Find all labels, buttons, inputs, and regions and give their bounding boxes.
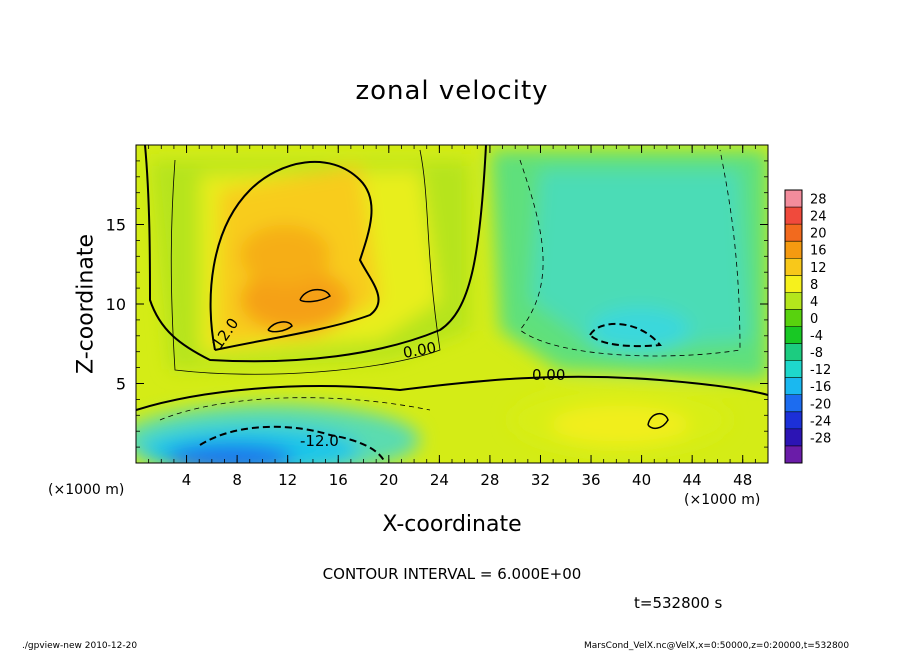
- contour-lines: [136, 145, 768, 463]
- colorbar-swatch: [785, 258, 802, 276]
- x-tick-label: 28: [480, 471, 499, 489]
- colorbar-label: 4: [810, 295, 818, 310]
- colorbar-label: -12: [810, 363, 831, 378]
- colorbar-swatch: [785, 309, 802, 327]
- colorbar-label: 12: [810, 261, 827, 276]
- colorbar-swatch: [785, 377, 802, 396]
- contour-6-surface: [647, 413, 669, 430]
- x-unit-label-right: (×1000 m): [684, 492, 761, 508]
- x-tick-label: 48: [733, 471, 752, 489]
- colorbar-swatch: [785, 411, 802, 430]
- colorbar-label: -4: [810, 329, 823, 344]
- chart-title: zonal velocity: [355, 76, 549, 106]
- field-positive-core: [240, 268, 350, 332]
- y-axis-ticks: 5 10 15: [106, 144, 768, 464]
- x-tick-label: 44: [683, 471, 702, 489]
- field-shading: 0.00 0.00 12.0 -12.0: [136, 145, 768, 463]
- x-tick-label: 20: [379, 471, 398, 489]
- contour-interval: CONTOUR INTERVAL = 6.000E+00: [322, 565, 582, 583]
- y-tick-label: 10: [106, 295, 126, 314]
- x-tick-label: 24: [430, 471, 449, 489]
- x-tick-label: 12: [278, 471, 297, 489]
- contour-6-outer: [170, 149, 441, 375]
- colorbar-swatch: [785, 343, 802, 362]
- x-tick-label: 8: [232, 471, 242, 489]
- colorbar-label: -20: [810, 397, 831, 412]
- footer-left: ./gpview-new 2010-12-20: [22, 641, 138, 651]
- colorbar-label: -8: [810, 346, 823, 361]
- colorbar-swatch: [785, 275, 802, 293]
- colorbar-label: 28: [810, 193, 827, 208]
- colorbar-swatch: [785, 428, 802, 447]
- colorbar-label: -24: [810, 414, 831, 429]
- colorbar-swatch: [785, 394, 802, 413]
- x-tick-label: 36: [581, 471, 600, 489]
- colorbar-label: -28: [810, 431, 831, 446]
- field-negative-surface-core: [166, 444, 294, 463]
- footer-right: MarsCond_VelX.nc@VelX,x=0:50000,z=0:2000…: [584, 641, 850, 651]
- colorbar-swatch: [785, 326, 802, 345]
- contour-18a: [299, 288, 331, 303]
- colorbar-swatch: [785, 207, 802, 225]
- colorbar-label: 0: [810, 312, 818, 327]
- colorbar: 28 24 20 16 12 8 4 0 -4 -8 -12 -16 -20 -24 -28: [784, 189, 831, 464]
- y-tick-label: 5: [116, 375, 126, 394]
- x-axis-ticks: 4 8 12 16 20 24 28 32 36 40 44 48: [135, 145, 769, 489]
- contour-0-lower: [136, 375, 768, 411]
- contour-0-upper: [144, 145, 487, 363]
- contour-label-0-lower: 0.00: [532, 366, 565, 384]
- y-tick-label: 15: [106, 216, 126, 235]
- colorbar-swatch: [785, 360, 802, 379]
- contour-12: [209, 160, 380, 351]
- field-negative-aloft: [530, 170, 750, 350]
- x-tick-label: 4: [182, 471, 192, 489]
- colorbar-swatch: [785, 445, 802, 464]
- colorbar-label: 20: [810, 227, 827, 242]
- contour-label-neg12: -12.0: [300, 432, 339, 450]
- contour-18b: [267, 321, 293, 333]
- x-tick-label: 40: [632, 471, 651, 489]
- contour-neg12: [199, 425, 386, 463]
- contour-neg6-surface: [159, 397, 431, 421]
- contour-neg12-aloft: [589, 322, 662, 348]
- field-positive-core2: [240, 225, 330, 285]
- colorbar-label: 24: [810, 210, 827, 225]
- field-negative-aloft-core: [590, 308, 690, 352]
- y-axis-label: Z-coordinate: [73, 234, 99, 374]
- x-unit-label-left: (×1000 m): [48, 482, 125, 498]
- colorbar-label: 8: [810, 278, 818, 293]
- x-tick-label: 32: [531, 471, 550, 489]
- x-tick-label: 16: [329, 471, 348, 489]
- time-label: t=532800 s: [634, 594, 723, 612]
- colorbar-swatch: [785, 292, 802, 310]
- colorbar-label: 16: [810, 244, 827, 259]
- colorbar-swatch: [785, 241, 802, 259]
- contour-neg6-aloft: [519, 149, 741, 357]
- colorbar-swatch: [785, 190, 802, 208]
- contour-label-0-upper: 0.00: [402, 338, 438, 362]
- x-axis-label: X-coordinate: [382, 512, 522, 537]
- colorbar-swatch: [785, 224, 802, 242]
- field-positive-surface-core: [550, 405, 690, 445]
- colorbar-label: -16: [810, 380, 831, 395]
